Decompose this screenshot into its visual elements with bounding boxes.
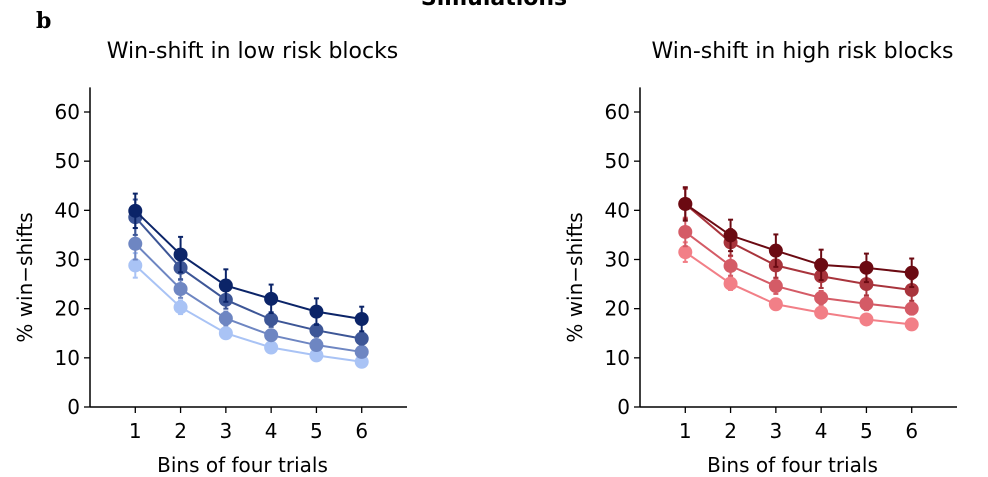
- series-line: [134, 216, 362, 340]
- y-tick-label: 10: [55, 346, 80, 370]
- y-tick-label: 0: [67, 395, 80, 419]
- data-point: [354, 354, 369, 369]
- data-point: [354, 311, 369, 326]
- series-line: [684, 203, 912, 291]
- y-tick-label: 50: [55, 149, 80, 173]
- data-point: [859, 260, 874, 275]
- data-point: [264, 291, 279, 306]
- data-point: [678, 196, 693, 211]
- y-tick-label: 60: [605, 100, 630, 124]
- data-point: [264, 328, 279, 343]
- data-point: [768, 279, 783, 294]
- data-point: [904, 317, 919, 332]
- series-4: [678, 186, 919, 289]
- data-point: [859, 312, 874, 327]
- figure-suptitle: Simulations: [0, 0, 988, 11]
- series-line: [684, 231, 912, 310]
- y-tick-label: 40: [55, 198, 80, 222]
- x-tick-label: 6: [355, 419, 368, 443]
- series-line: [684, 203, 912, 274]
- data-point: [128, 203, 143, 218]
- series-line: [134, 210, 362, 320]
- data-point: [814, 290, 829, 305]
- x-tick-label: 1: [679, 419, 692, 443]
- y-tick-label: 40: [605, 198, 630, 222]
- x-tick-label: 5: [860, 419, 873, 443]
- data-point: [768, 243, 783, 258]
- x-axis-label: Bins of four trials: [157, 453, 328, 477]
- y-axis-label: % win−shifts: [563, 212, 587, 342]
- x-tick-label: 5: [310, 419, 323, 443]
- chart-title: Win-shift in high risk blocks: [652, 39, 954, 64]
- y-tick-label: 0: [617, 395, 630, 419]
- y-tick-label: 30: [55, 248, 80, 272]
- data-point: [218, 326, 233, 341]
- series-2: [678, 216, 919, 316]
- data-point: [354, 331, 369, 346]
- data-point: [218, 311, 233, 326]
- data-point: [723, 258, 738, 273]
- y-tick-label: 30: [605, 248, 630, 272]
- data-point: [904, 265, 919, 280]
- data-point: [309, 338, 324, 353]
- data-point: [264, 312, 279, 327]
- x-tick-label: 3: [219, 419, 232, 443]
- x-tick-label: 6: [905, 419, 918, 443]
- data-point: [173, 300, 188, 315]
- data-point: [678, 224, 693, 239]
- series-1: [128, 252, 369, 369]
- chart-low-risk: Win-shift in low risk blocks 0 10 20 30 40 50 6…: [13, 39, 407, 477]
- data-point: [723, 228, 738, 243]
- data-point: [264, 340, 279, 355]
- data-point: [678, 245, 693, 260]
- series-line: [684, 251, 912, 326]
- series-4: [128, 192, 369, 333]
- x-tick-label: 3: [769, 419, 782, 443]
- data-point: [859, 296, 874, 311]
- data-point: [859, 277, 874, 292]
- data-point: [814, 305, 829, 320]
- data-point: [768, 297, 783, 312]
- chart-title: Win-shift in low risk blocks: [107, 39, 399, 64]
- y-tick-label: 50: [605, 149, 630, 173]
- panel-letter: b: [36, 8, 52, 34]
- y-tick-label: 20: [605, 297, 630, 321]
- x-tick-label: 4: [815, 419, 828, 443]
- y-tick-label: 20: [55, 297, 80, 321]
- series-2: [128, 227, 369, 359]
- x-tick-label: 2: [724, 419, 737, 443]
- data-point: [173, 247, 188, 262]
- data-point: [904, 282, 919, 297]
- data-point: [128, 236, 143, 251]
- data-point: [309, 304, 324, 319]
- data-point: [723, 276, 738, 291]
- data-point: [218, 278, 233, 293]
- data-point: [309, 323, 324, 338]
- chart-high-risk: Win-shift in high risk blocks 0 10 20 30 40 50…: [563, 39, 957, 477]
- y-tick-label: 60: [55, 100, 80, 124]
- x-axis-label: Bins of four trials: [707, 453, 878, 477]
- x-tick-label: 1: [129, 419, 142, 443]
- series-line: [134, 264, 362, 363]
- data-point: [309, 348, 324, 363]
- series-line: [134, 243, 362, 353]
- x-tick-label: 4: [265, 419, 278, 443]
- data-point: [173, 282, 188, 296]
- data-point: [354, 344, 369, 359]
- x-tick-label: 2: [174, 419, 187, 443]
- data-point: [128, 258, 143, 273]
- y-tick-label: 10: [605, 346, 630, 370]
- series-1: [678, 241, 919, 332]
- data-point: [814, 257, 829, 272]
- y-axis-label: % win−shifts: [13, 212, 37, 342]
- series-3: [678, 187, 919, 302]
- data-point: [904, 301, 919, 316]
